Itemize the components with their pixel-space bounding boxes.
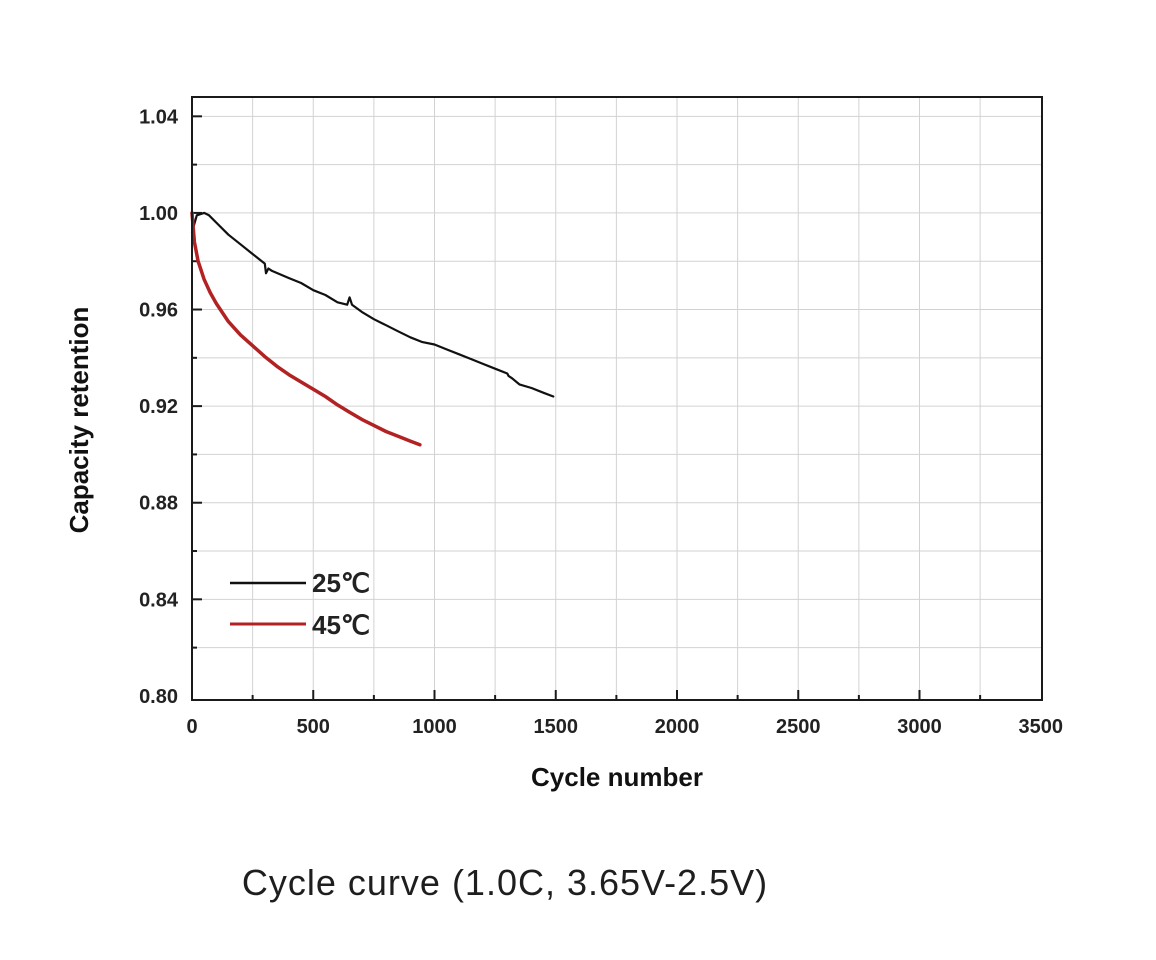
y-tick-label: 1.04 (139, 106, 179, 128)
x-axis-label: Cycle number (531, 762, 703, 792)
x-tick-label: 1500 (534, 716, 579, 738)
y-tick-label: 0.84 (139, 589, 179, 611)
x-tick-label: 1000 (412, 716, 457, 738)
grid-lines (192, 97, 1042, 700)
series-lines (190, 211, 555, 447)
legend: 25℃ 45℃ (230, 568, 370, 640)
x-tick-label: 2000 (655, 716, 700, 738)
y-tick-label: 1.00 (139, 203, 178, 225)
y-tick-label: 0.92 (139, 396, 178, 418)
legend-label-25c: 25℃ (312, 568, 370, 598)
x-tick-label: 0 (186, 716, 197, 738)
x-tick-label: 500 (297, 716, 330, 738)
y-tick-label: 0.80 (139, 686, 178, 708)
x-tick-labels: 0 500 1000 1500 2000 2500 3000 3500 (186, 716, 1063, 738)
y-tick-label: 0.96 (139, 300, 178, 322)
plot-frame (191, 96, 1043, 701)
series-line-25c (190, 211, 555, 398)
series-line-45c (190, 211, 422, 447)
y-tick-labels: 0.80 0.84 0.88 0.92 0.96 1.00 1.04 (139, 106, 179, 708)
y-tick-label: 0.88 (139, 493, 178, 515)
x-tick-label: 3500 (1019, 716, 1064, 738)
y-axis-label: Capacity retention (64, 307, 94, 534)
chart-caption: Cycle curve (1.0C, 3.65V-2.5V) (241, 862, 769, 903)
x-tick-label: 2500 (776, 716, 821, 738)
legend-label-45c: 45℃ (312, 610, 370, 640)
x-tick-label: 3000 (897, 716, 942, 738)
